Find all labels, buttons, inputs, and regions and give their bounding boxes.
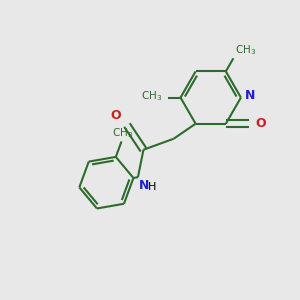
Text: CH$_3$: CH$_3$ bbox=[235, 43, 256, 57]
Text: O: O bbox=[255, 117, 266, 130]
Text: N: N bbox=[245, 89, 255, 102]
Text: N: N bbox=[139, 178, 150, 192]
Text: O: O bbox=[111, 109, 122, 122]
Text: CH$_3$: CH$_3$ bbox=[142, 89, 163, 103]
Text: N: N bbox=[0, 293, 1, 300]
Text: H: H bbox=[148, 182, 156, 192]
Text: CH$_3$: CH$_3$ bbox=[112, 126, 133, 140]
